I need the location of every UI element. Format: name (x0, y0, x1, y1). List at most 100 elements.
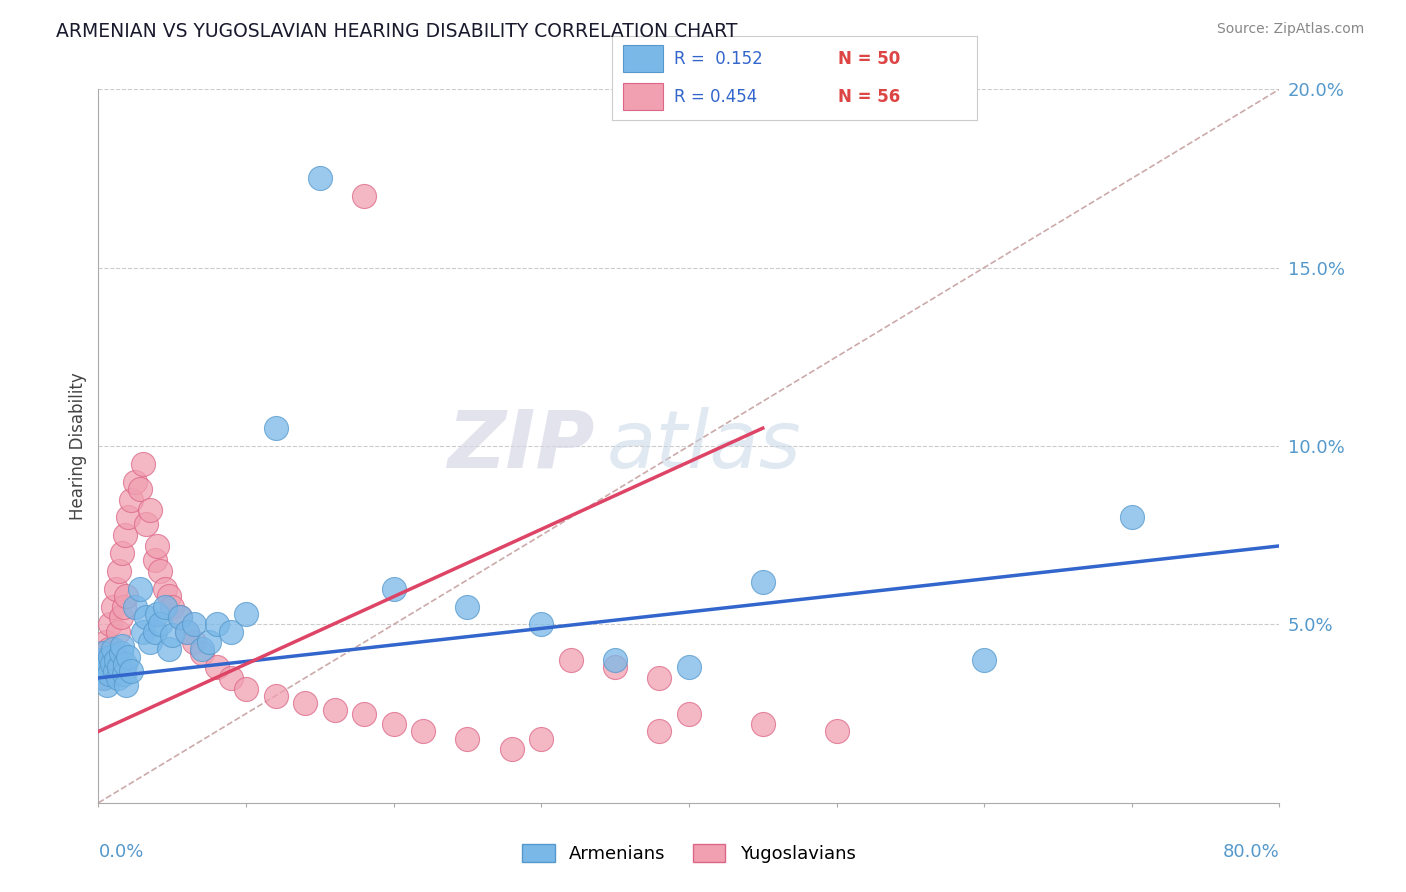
Text: ZIP: ZIP (447, 407, 595, 485)
FancyBboxPatch shape (623, 83, 662, 111)
Point (353, 189, 375, 203)
Text: N = 56: N = 56 (838, 87, 900, 105)
Text: R = 0.454: R = 0.454 (673, 87, 756, 105)
Point (100, 667, 122, 681)
Point (115, 589, 138, 603)
Point (94, 635, 117, 649)
Point (648, 671, 671, 685)
Point (91, 671, 114, 685)
Point (91, 646, 114, 660)
Point (183, 635, 205, 649)
Point (90, 653, 112, 667)
Point (382, 717, 405, 731)
Point (1121, 510, 1143, 524)
Point (751, 717, 773, 731)
Point (111, 546, 134, 560)
Point (97, 667, 120, 681)
Text: ARMENIAN VS YUGOSLAVIAN HEARING DISABILITY CORRELATION CHART: ARMENIAN VS YUGOSLAVIAN HEARING DISABILI… (56, 22, 738, 41)
Point (176, 624, 198, 639)
Point (94, 660, 117, 674)
Point (264, 689, 287, 703)
Point (115, 678, 138, 692)
Point (132, 457, 155, 471)
Point (235, 681, 257, 696)
Point (382, 582, 405, 596)
Point (120, 492, 142, 507)
Point (605, 660, 627, 674)
Point (153, 599, 176, 614)
Point (149, 564, 172, 578)
Point (97, 642, 120, 657)
Point (139, 635, 162, 649)
Point (135, 517, 157, 532)
Point (89, 660, 111, 674)
Point (96, 660, 118, 674)
Point (146, 539, 169, 553)
Point (191, 642, 214, 657)
Point (456, 731, 478, 746)
Point (169, 610, 191, 624)
Point (456, 599, 478, 614)
Point (412, 724, 434, 739)
Text: atlas: atlas (606, 407, 801, 485)
Point (648, 724, 671, 739)
Point (139, 503, 162, 517)
Point (157, 589, 180, 603)
Point (825, 724, 848, 739)
Point (110, 646, 132, 660)
Point (128, 582, 150, 596)
Point (105, 582, 128, 596)
Point (103, 642, 125, 657)
Point (751, 574, 773, 589)
Point (110, 610, 132, 624)
Y-axis label: Hearing Disability: Hearing Disability (69, 372, 87, 520)
Point (104, 649, 127, 664)
Point (107, 671, 129, 685)
Point (183, 617, 205, 632)
Point (135, 610, 157, 624)
Point (205, 617, 228, 632)
Point (124, 475, 146, 489)
Point (219, 671, 242, 685)
Point (98, 649, 121, 664)
Point (128, 482, 150, 496)
Point (114, 657, 136, 671)
Point (114, 528, 136, 542)
Text: 0.0%: 0.0% (98, 843, 143, 861)
Point (98, 617, 121, 632)
Point (108, 660, 131, 674)
Point (560, 653, 582, 667)
Point (157, 642, 180, 657)
Point (235, 607, 257, 621)
Point (112, 667, 135, 681)
Point (100, 657, 122, 671)
Point (973, 653, 995, 667)
Point (162, 628, 183, 642)
Point (530, 617, 553, 632)
Point (309, 171, 332, 186)
Point (501, 742, 523, 756)
Point (605, 653, 627, 667)
Point (107, 624, 129, 639)
Point (169, 610, 191, 624)
FancyBboxPatch shape (623, 45, 662, 72)
Text: N = 50: N = 50 (838, 50, 900, 68)
Point (191, 646, 214, 660)
Point (678, 706, 700, 721)
Point (198, 635, 221, 649)
Point (112, 599, 135, 614)
Point (124, 599, 146, 614)
Point (103, 599, 125, 614)
Point (104, 664, 127, 678)
Point (105, 653, 128, 667)
Point (143, 553, 166, 567)
Point (149, 617, 172, 632)
Point (153, 582, 176, 596)
Point (93, 653, 115, 667)
Point (132, 624, 155, 639)
Point (143, 624, 166, 639)
Point (323, 703, 346, 717)
Point (120, 664, 142, 678)
Point (89, 664, 111, 678)
Legend: Armenians, Yugoslavians: Armenians, Yugoslavians (513, 835, 865, 872)
